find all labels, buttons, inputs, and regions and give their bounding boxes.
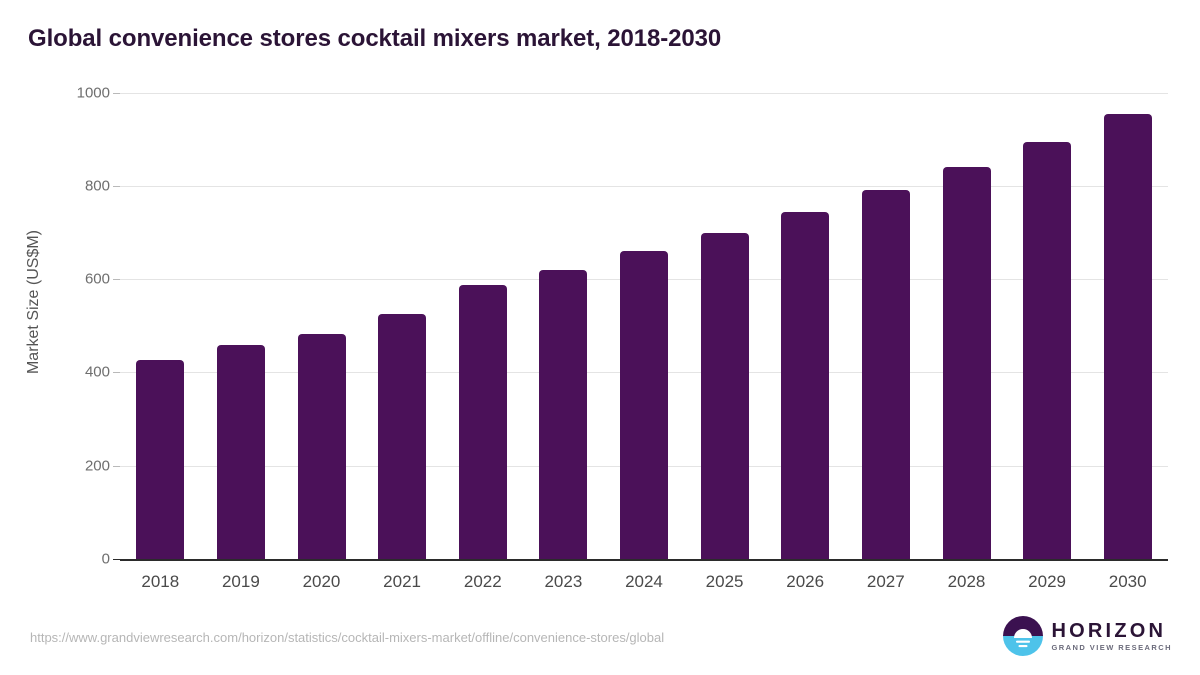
y-tick-dash-200 bbox=[113, 466, 120, 467]
bar-2026[interactable] bbox=[781, 211, 830, 559]
bar-2023[interactable] bbox=[539, 269, 588, 559]
y-tick-dash-1000 bbox=[113, 93, 120, 94]
x-tick-label-2025: 2025 bbox=[705, 572, 744, 591]
y-tick-dash-0 bbox=[113, 559, 120, 560]
y-tick-dash-400 bbox=[113, 372, 120, 373]
bar-2027[interactable] bbox=[861, 190, 910, 559]
bar-2028[interactable] bbox=[942, 167, 991, 559]
x-tick-label-2028: 2028 bbox=[947, 572, 986, 591]
gridline-800 bbox=[120, 186, 1168, 187]
y-tick-label-1000: 1000 bbox=[76, 84, 110, 102]
gridline-1000 bbox=[120, 93, 1168, 94]
bar-2021[interactable] bbox=[378, 313, 427, 559]
logo-subtitle: GRAND VIEW RESEARCH bbox=[1051, 642, 1172, 652]
x-tick-label-2021: 2021 bbox=[383, 572, 421, 591]
y-tick-dash-600 bbox=[113, 279, 120, 280]
bar-2025[interactable] bbox=[700, 232, 749, 559]
y-axis-ticks: 1000 800 600 400 200 0 bbox=[0, 0, 120, 675]
y-tick-label-800: 800 bbox=[84, 177, 110, 195]
bar-2019[interactable] bbox=[216, 345, 265, 559]
bar-2024[interactable] bbox=[620, 251, 668, 559]
page-title: Global convenience stores cocktail mixer… bbox=[28, 25, 722, 52]
y-tick-dash-800 bbox=[113, 186, 120, 187]
x-tick-label-2026: 2026 bbox=[786, 572, 825, 591]
x-tick-label-2023: 2023 bbox=[544, 572, 583, 591]
horizon-logo: HORIZON GRAND VIEW RESEARCH bbox=[1002, 616, 1172, 656]
horizon-logo-icon bbox=[1002, 616, 1043, 656]
y-tick-label-600: 600 bbox=[84, 270, 110, 288]
bar-2022[interactable] bbox=[458, 284, 507, 559]
y-tick-label-200: 200 bbox=[84, 457, 110, 475]
x-tick-label-2018: 2018 bbox=[141, 572, 180, 591]
bar-2020[interactable] bbox=[297, 333, 346, 559]
horizon-logo-text: HORIZON GRAND VIEW RESEARCH bbox=[1052, 621, 1172, 652]
x-tick-label-2024: 2024 bbox=[625, 572, 663, 591]
source-url[interactable]: https://www.grandviewresearch.com/horizo… bbox=[30, 630, 665, 645]
plot-area bbox=[120, 93, 1168, 559]
x-axis-line bbox=[120, 559, 1168, 561]
x-tick-label-2020: 2020 bbox=[302, 572, 341, 591]
x-tick-label-2029: 2029 bbox=[1028, 572, 1066, 591]
logo-title: HORIZON bbox=[1051, 619, 1167, 642]
bar-2029[interactable] bbox=[1023, 141, 1072, 559]
y-tick-label-0: 0 bbox=[101, 550, 110, 568]
x-tick-label-2022: 2022 bbox=[463, 572, 502, 591]
y-axis-title: Market Size (US$M) bbox=[25, 229, 42, 375]
y-tick-label-400: 400 bbox=[84, 363, 110, 381]
bar-2018[interactable] bbox=[136, 359, 185, 559]
x-tick-label-2030: 2030 bbox=[1108, 572, 1147, 591]
bar-2030[interactable] bbox=[1103, 113, 1152, 559]
x-tick-label-2019: 2019 bbox=[221, 572, 260, 591]
x-tick-label-2027: 2027 bbox=[866, 572, 905, 591]
